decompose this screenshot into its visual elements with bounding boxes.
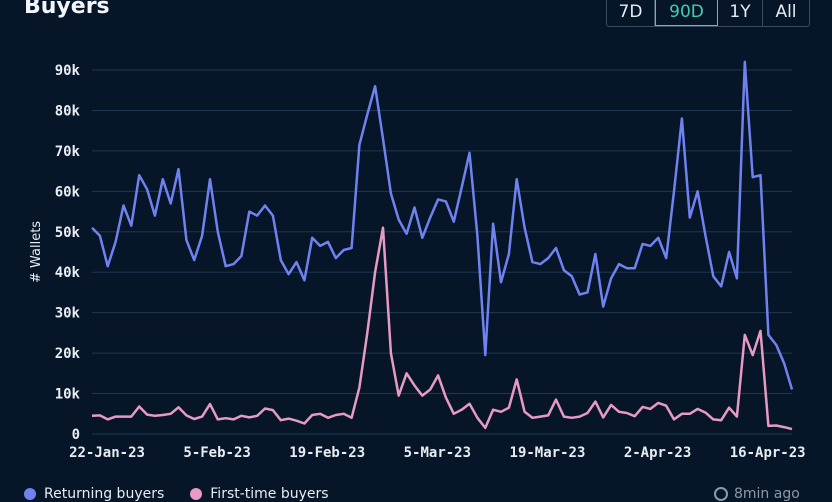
range-tab-90d[interactable]: 90D [655, 0, 718, 26]
x-tick-label: 16-Apr-23 [730, 445, 806, 461]
legend-item-returning[interactable]: Returning buyers [24, 486, 164, 502]
series-line-first-time-buyers[interactable] [91, 226, 793, 431]
y-tick-label: 10k [55, 387, 81, 403]
legend-item-first-time[interactable]: First-time buyers [190, 486, 329, 502]
x-tick-label: 5-Feb-23 [183, 445, 250, 461]
x-tick-label: 2-Apr-23 [624, 445, 691, 461]
x-tick-label: 22-Jan-23 [69, 445, 145, 461]
y-axis-label: # Wallets [29, 221, 44, 283]
returning-dot-icon [24, 488, 36, 500]
x-axis-ticks: 22-Jan-23 5-Feb-23 19-Feb-23 5-Mar-23 19-Mar… [69, 445, 806, 461]
y-tick-label: 90k [55, 63, 81, 79]
legend-label-first-time: First-time buyers [210, 486, 329, 502]
last-updated-text: 8min ago [734, 486, 800, 502]
y-tick-label: 40k [55, 265, 81, 281]
y-tick-label: 20k [55, 346, 81, 362]
x-tick-label: 19-Mar-23 [510, 445, 586, 461]
clock-icon [714, 487, 728, 501]
series-line-returning-buyers[interactable] [91, 60, 794, 390]
chart-grid [92, 69, 792, 435]
x-tick-label: 19-Feb-23 [289, 445, 365, 461]
y-tick-label: 0 [72, 427, 80, 443]
y-tick-label: 80k [55, 103, 81, 119]
first-time-dot-icon [190, 488, 203, 500]
x-tick-label: 5-Mar-23 [404, 445, 471, 461]
y-tick-label: 50k [55, 225, 81, 241]
y-tick-label: 70k [55, 144, 81, 160]
series-lines [91, 60, 794, 431]
range-tab-1y[interactable]: 1Y [718, 0, 763, 26]
y-tick-label: 30k [55, 306, 81, 322]
chart-legend: Returning buyers First-time buyers [24, 486, 329, 502]
y-axis-ticks: 0 10k 20k 30k 40k 50k 60k 70k 80k 90k [55, 63, 81, 443]
chart-title: Buyers [24, 0, 110, 19]
legend-label-returning: Returning buyers [44, 486, 165, 502]
time-range-selector: 7D 90D 1Y All [606, 0, 810, 27]
range-tab-all[interactable]: All [775, 1, 797, 22]
range-tab-7d[interactable]: 7D [607, 0, 655, 26]
y-tick-label: 60k [55, 184, 81, 200]
last-updated: 8min ago [714, 486, 800, 502]
